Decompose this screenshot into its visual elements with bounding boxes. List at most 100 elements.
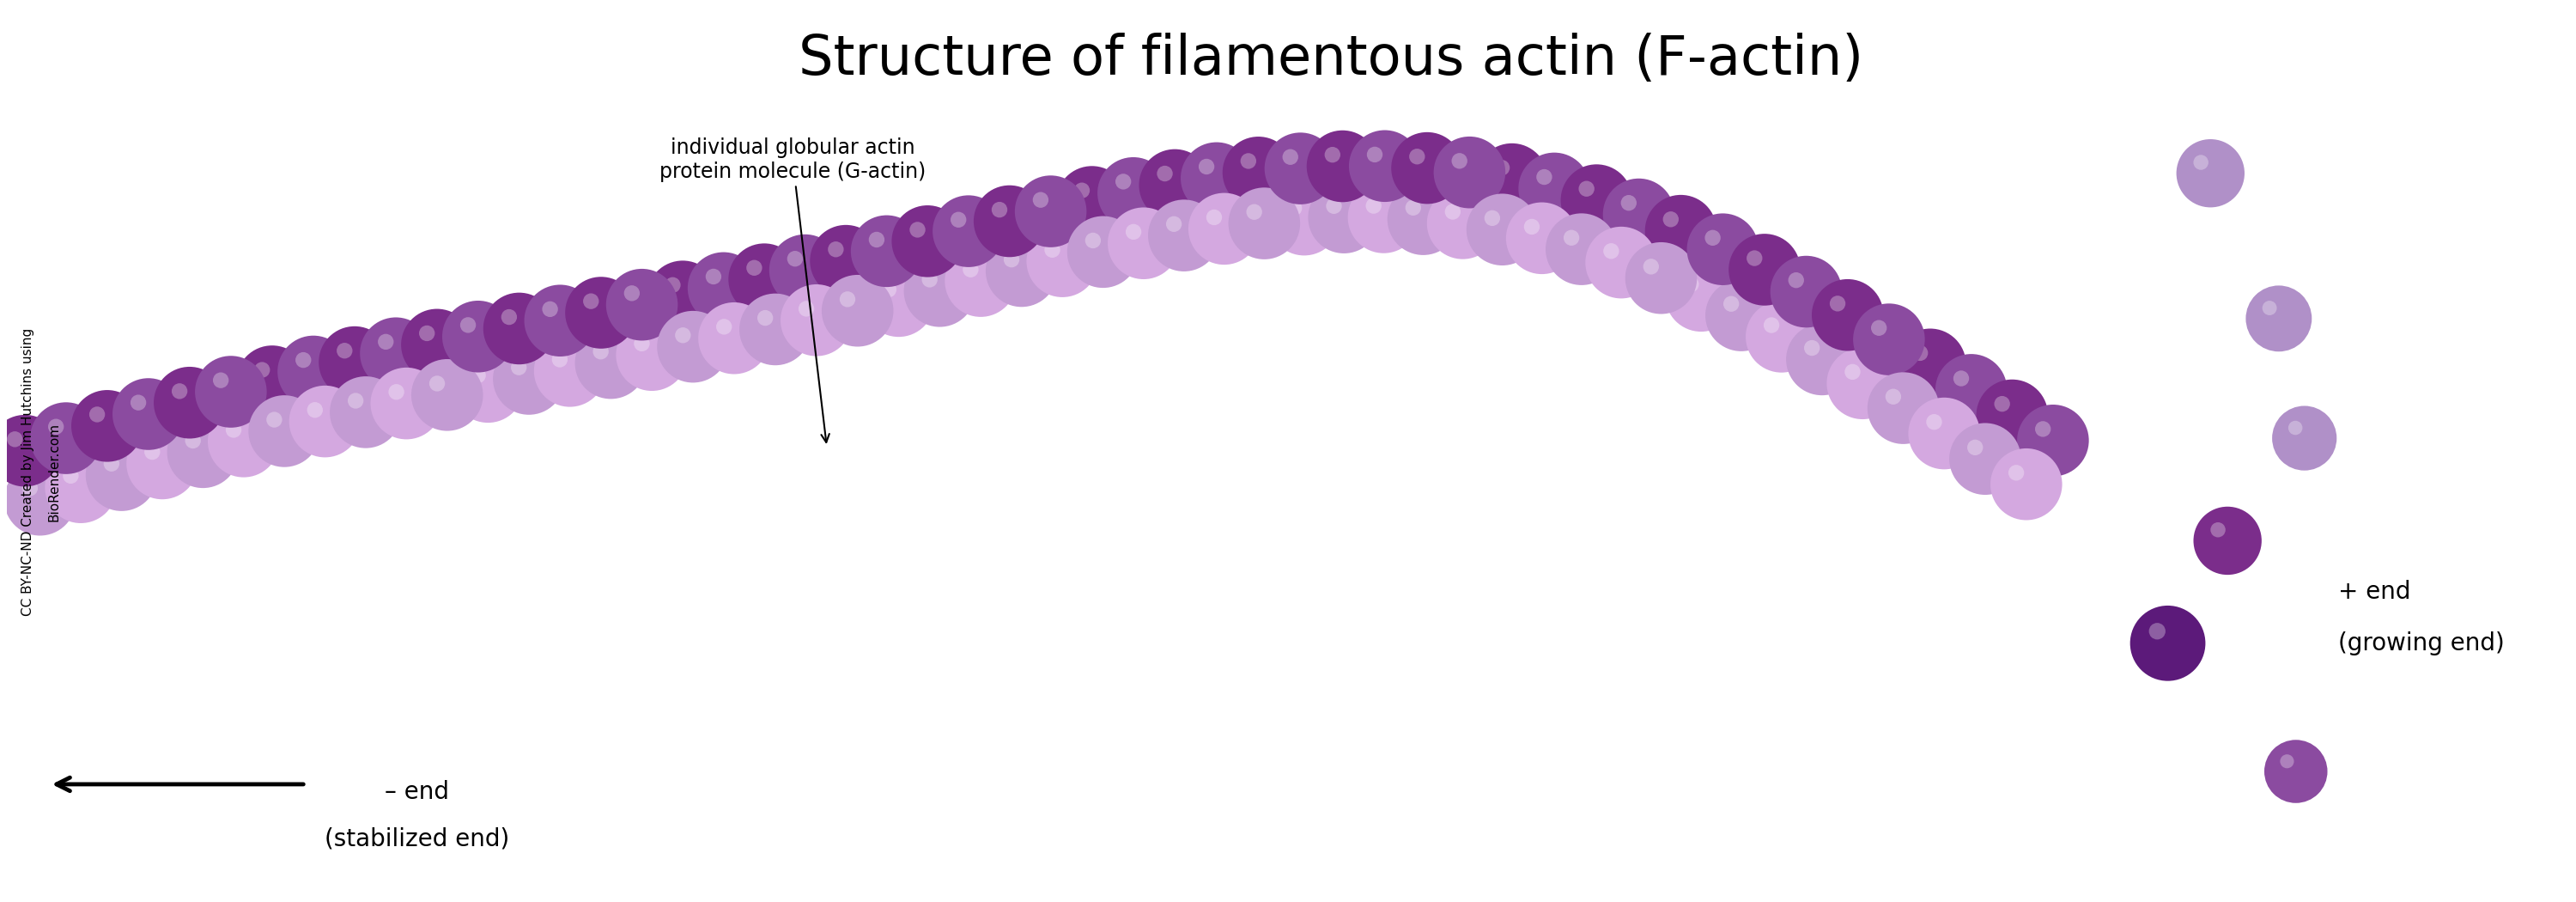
Circle shape	[1953, 371, 1968, 386]
Circle shape	[809, 225, 881, 297]
Circle shape	[1852, 303, 1924, 375]
Circle shape	[0, 415, 62, 486]
Circle shape	[453, 351, 523, 423]
Circle shape	[1453, 153, 1468, 169]
Circle shape	[1388, 183, 1458, 255]
Circle shape	[5, 464, 75, 536]
Circle shape	[2192, 155, 2208, 170]
Circle shape	[788, 251, 804, 267]
Circle shape	[296, 352, 312, 368]
Circle shape	[196, 356, 268, 428]
Circle shape	[1149, 199, 1221, 272]
Circle shape	[1546, 214, 1618, 285]
Circle shape	[1005, 252, 1020, 267]
Circle shape	[469, 367, 487, 383]
Circle shape	[1368, 147, 1383, 162]
Circle shape	[799, 301, 814, 317]
Circle shape	[1507, 202, 1577, 274]
Circle shape	[1043, 242, 1061, 258]
Circle shape	[564, 277, 636, 348]
Circle shape	[1844, 364, 1860, 380]
Circle shape	[1267, 184, 1340, 255]
Circle shape	[1206, 209, 1221, 226]
Circle shape	[389, 384, 404, 400]
Circle shape	[255, 362, 270, 378]
Circle shape	[987, 235, 1056, 307]
Circle shape	[319, 327, 392, 398]
Circle shape	[881, 281, 896, 298]
Circle shape	[533, 335, 605, 407]
Circle shape	[113, 378, 185, 450]
Circle shape	[247, 395, 319, 467]
Circle shape	[278, 336, 350, 408]
Circle shape	[2035, 421, 2050, 437]
Circle shape	[62, 468, 80, 483]
Circle shape	[2272, 406, 2336, 471]
Circle shape	[1074, 182, 1090, 198]
Circle shape	[1687, 214, 1759, 285]
Circle shape	[706, 269, 721, 284]
Circle shape	[330, 376, 402, 448]
Circle shape	[1564, 230, 1579, 245]
Circle shape	[1242, 153, 1257, 169]
Circle shape	[379, 334, 394, 350]
Circle shape	[1909, 398, 1981, 469]
Circle shape	[214, 373, 229, 388]
Circle shape	[1976, 380, 2048, 451]
Circle shape	[657, 311, 729, 382]
Circle shape	[951, 212, 966, 227]
Circle shape	[492, 343, 564, 415]
Circle shape	[31, 402, 103, 474]
Circle shape	[1664, 260, 1736, 332]
Circle shape	[1484, 210, 1499, 226]
Circle shape	[2148, 623, 2166, 640]
Circle shape	[675, 327, 690, 343]
Circle shape	[1893, 328, 1965, 400]
Circle shape	[1785, 324, 1857, 395]
Circle shape	[1682, 276, 1700, 292]
Circle shape	[1788, 272, 1803, 288]
Circle shape	[131, 395, 147, 410]
Circle shape	[49, 419, 64, 435]
Circle shape	[1826, 347, 1899, 419]
Text: – end: – end	[384, 780, 448, 804]
Circle shape	[1584, 226, 1656, 299]
Circle shape	[167, 416, 240, 488]
Circle shape	[103, 456, 118, 472]
Circle shape	[665, 277, 680, 293]
Circle shape	[850, 216, 922, 287]
Text: CC BY-NC-ND Created by Jim Hutchins using: CC BY-NC-ND Created by Jim Hutchins usin…	[21, 328, 33, 616]
Circle shape	[1066, 216, 1139, 288]
Circle shape	[827, 242, 845, 257]
Circle shape	[1765, 318, 1780, 333]
Circle shape	[1033, 192, 1048, 207]
Circle shape	[1198, 159, 1213, 174]
Circle shape	[126, 428, 198, 500]
Circle shape	[1494, 160, 1510, 176]
Text: individual globular actin
protein molecule (G-actin): individual globular actin protein molecu…	[659, 137, 925, 442]
Circle shape	[8, 431, 23, 447]
Circle shape	[1229, 188, 1301, 260]
Circle shape	[412, 359, 484, 431]
Circle shape	[647, 261, 719, 333]
Circle shape	[1025, 226, 1097, 297]
Circle shape	[371, 367, 443, 439]
Circle shape	[1391, 133, 1463, 204]
Circle shape	[1646, 195, 1716, 267]
Circle shape	[1306, 131, 1378, 202]
Circle shape	[2262, 300, 2277, 316]
Circle shape	[541, 301, 559, 317]
Circle shape	[922, 272, 938, 288]
Circle shape	[1664, 211, 1680, 227]
Circle shape	[1803, 340, 1819, 355]
Circle shape	[770, 235, 840, 306]
Circle shape	[289, 385, 361, 457]
Circle shape	[1265, 133, 1337, 205]
Circle shape	[1927, 414, 1942, 430]
Circle shape	[1643, 259, 1659, 274]
Circle shape	[1535, 169, 1553, 185]
Circle shape	[1747, 300, 1819, 373]
Circle shape	[974, 185, 1046, 257]
Circle shape	[1625, 243, 1698, 314]
Circle shape	[1950, 423, 2022, 495]
